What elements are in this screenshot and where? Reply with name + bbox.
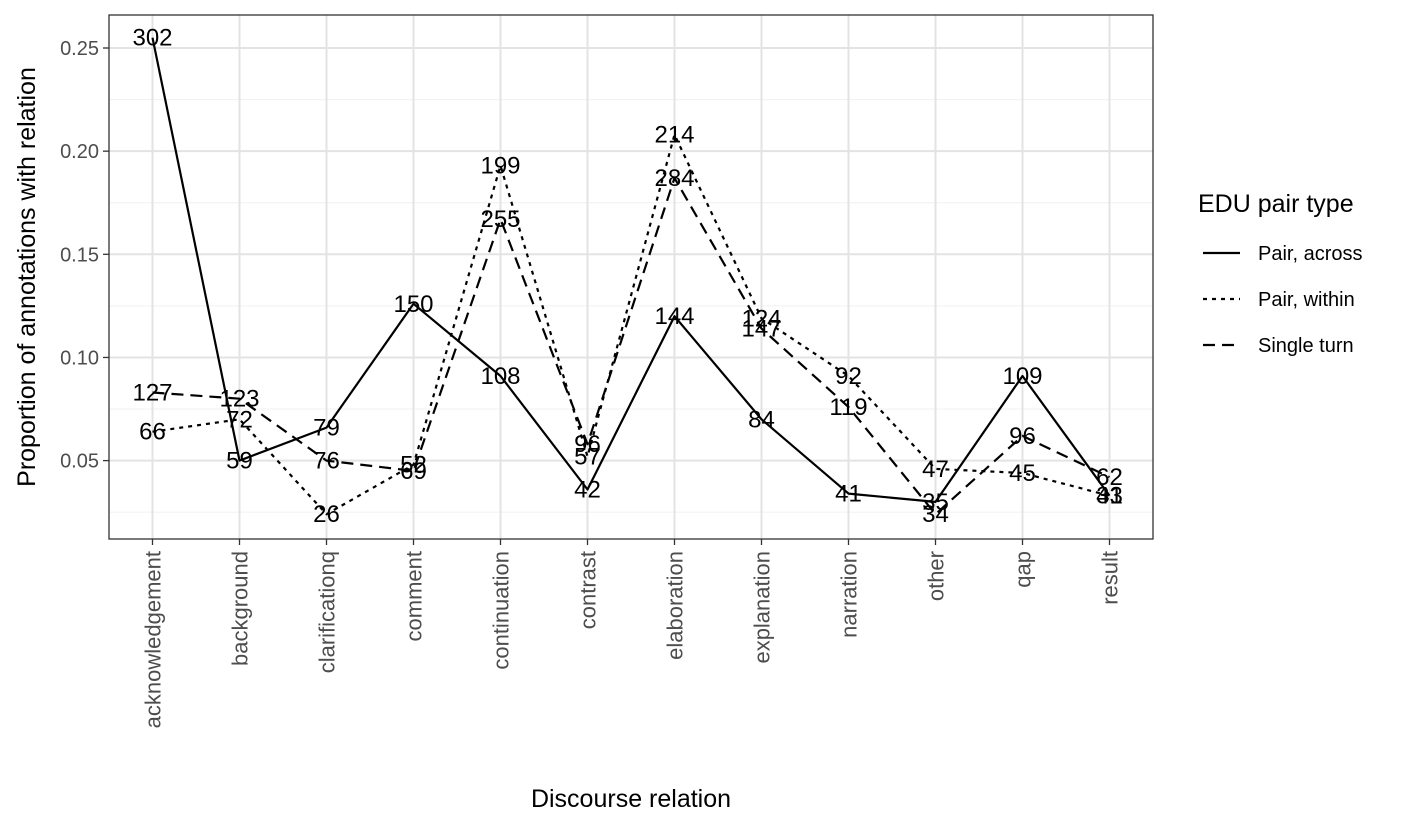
x-tick-label: narration <box>837 551 862 638</box>
data-label: 84 <box>748 406 775 433</box>
y-axis-title: Proportion of annotations with relation <box>13 67 41 487</box>
data-label: 150 <box>393 291 433 318</box>
data-label: 119 <box>829 394 867 421</box>
data-label: 92 <box>835 363 862 390</box>
data-labels: 302 59 79 150 108 42 144 84 41 35 109 41 66 72 26 52 199… <box>132 25 1122 529</box>
legend-label: Single turn <box>1258 335 1354 357</box>
data-label: 45 <box>1009 460 1036 487</box>
data-label: 284 <box>654 165 694 192</box>
x-tick-label: comment <box>402 551 427 641</box>
data-label: 41 <box>835 481 862 508</box>
x-tick-label: clarificationq <box>315 551 340 673</box>
data-label: 66 <box>139 419 166 446</box>
data-label: 147 <box>741 316 781 343</box>
data-label: 59 <box>226 448 253 475</box>
data-label: 69 <box>400 458 427 485</box>
data-label: 79 <box>313 415 340 442</box>
data-label: 199 <box>480 153 520 180</box>
data-label: 72 <box>226 406 253 433</box>
series-line-pair-across <box>151 37 1111 503</box>
y-tick-label: 0.20 <box>60 141 99 163</box>
x-tick-label: acknowledgement <box>141 551 166 728</box>
legend-title: EDU pair type <box>1198 190 1354 218</box>
data-label: 144 <box>654 303 694 330</box>
x-tick-label: qap <box>1011 551 1036 588</box>
data-label: 33 <box>1096 483 1123 510</box>
data-label: 41 <box>1096 483 1123 510</box>
data-label: 127 <box>132 380 172 407</box>
data-label: 214 <box>654 122 694 149</box>
grid-lines <box>109 15 1153 539</box>
x-tick-label: elaboration <box>663 551 688 660</box>
x-tick-label: background <box>228 551 253 666</box>
axes: 0.05 0.10 0.15 0.20 0.25 acknowledgement backg… <box>60 14 1154 728</box>
series-line-single-turn <box>152 176 1110 516</box>
data-label: 96 <box>1009 423 1036 450</box>
x-tick-label: explanation <box>750 551 775 664</box>
data-label: 109 <box>1002 363 1042 390</box>
data-label: 34 <box>922 501 949 528</box>
data-label: 35 <box>922 489 949 516</box>
y-tick-label: 0.25 <box>60 38 99 60</box>
x-tick-label: continuation <box>489 551 514 670</box>
data-label: 52 <box>400 452 427 479</box>
y-tick-label: 0.15 <box>60 244 99 266</box>
series-line-pair-within <box>152 133 1110 516</box>
data-label: 96 <box>574 431 601 458</box>
data-label: 302 <box>132 25 172 52</box>
legend-label: Pair, across <box>1258 243 1362 265</box>
series-lines <box>151 37 1111 516</box>
x-tick-label: contrast <box>576 551 601 629</box>
data-label: 62 <box>1096 464 1123 491</box>
data-label: 123 <box>219 386 259 413</box>
legend-label: Pair, within <box>1258 289 1355 311</box>
y-tick-label: 0.10 <box>60 347 99 369</box>
x-axis-title: Discourse relation <box>531 785 731 813</box>
data-label: 26 <box>313 501 340 528</box>
data-label: 42 <box>574 476 601 503</box>
legend: EDU pair type Pair, across Pair, within Si… <box>1198 190 1362 357</box>
x-tick-label: result <box>1098 551 1123 605</box>
y-tick-label: 0.05 <box>60 451 99 473</box>
data-label: 124 <box>741 305 781 332</box>
plot-panel <box>109 15 1153 539</box>
data-label: 76 <box>313 448 340 475</box>
data-label: 57 <box>574 443 601 470</box>
x-tick-label: other <box>924 551 949 601</box>
panel-border <box>108 14 1154 540</box>
data-label: 255 <box>480 206 520 233</box>
plot-background <box>109 15 1153 539</box>
data-label: 108 <box>480 363 520 390</box>
data-label: 47 <box>922 456 949 483</box>
